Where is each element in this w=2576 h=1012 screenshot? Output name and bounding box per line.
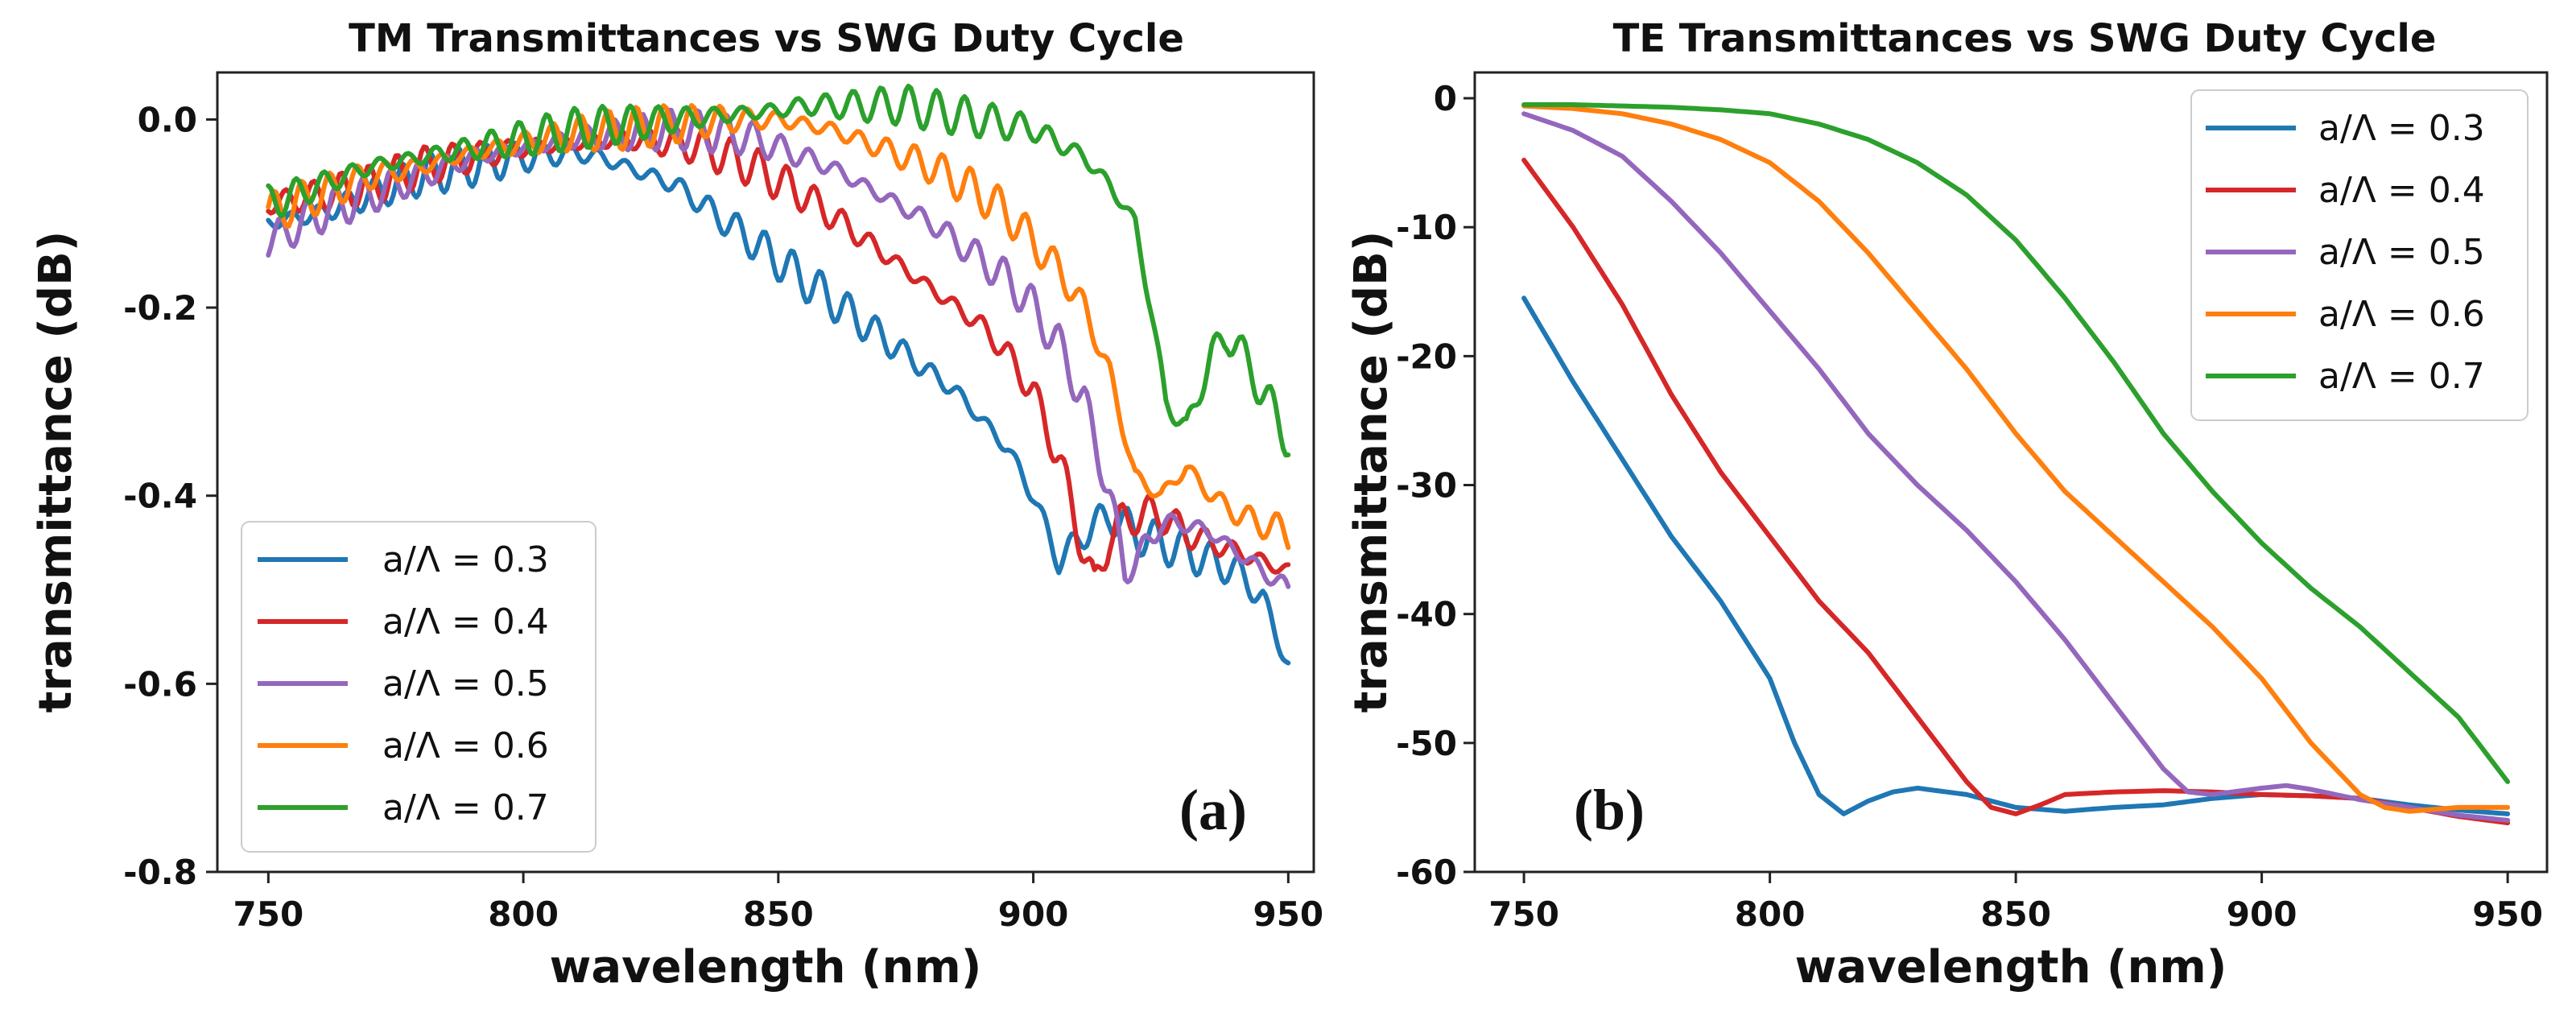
x-tick-label: 850 [1980,894,2051,934]
series-group [1521,102,2511,826]
x-tick-label: 750 [1488,894,1559,934]
x-tick-label: 900 [998,894,1069,934]
series-group [266,83,1291,666]
x-axis-label: wavelength (nm) [1795,941,2227,993]
series-line [266,83,1291,458]
chart-te: TE Transmittances vs SWG Duty Cycle 750 … [1345,16,2549,993]
y-tick-label: -10 [1396,208,1457,247]
y-tick-label: -20 [1396,337,1457,376]
legend-label: a/Λ = 0.4 [2318,170,2485,211]
y-tick-label: 0 [1434,79,1457,118]
y-tick-label: -0.6 [123,664,197,704]
chart-title: TE Transmittances vs SWG Duty Cycle [1613,16,2437,61]
y-axis-label: transmittance (dB) [1345,231,1397,713]
y-tick-labels: 0.0 -0.2 -0.4 -0.6 -0.8 [123,100,197,892]
y-tick-label: -0.2 [123,288,197,328]
y-tick-label: -50 [1396,724,1457,763]
legend: a/Λ = 0.3 a/Λ = 0.4 a/Λ = 0.5 a/Λ = 0.6 … [2190,89,2529,421]
legend-label: a/Λ = 0.4 [382,601,549,642]
y-tick-label: 0.0 [138,100,197,139]
tick-marks [1463,97,2509,883]
legend-label: a/Λ = 0.6 [382,725,549,766]
y-tick-label: -0.8 [123,853,197,892]
y-axis-label: transmittance (dB) [30,231,82,713]
x-tick-labels: 750 800 850 900 950 [1488,894,2543,934]
panel-label: (b) [1574,778,1645,842]
x-tick-label: 950 [1253,894,1323,934]
legend-label: a/Λ = 0.3 [2318,108,2485,149]
x-tick-label: 850 [743,894,814,934]
legend-label: a/Λ = 0.5 [2318,232,2485,273]
y-tick-label: -30 [1396,466,1457,506]
x-axis-label: wavelength (nm) [550,941,982,993]
y-tick-labels: 0 -10 -20 -30 -40 -50 -60 [1396,79,1457,892]
chart-tm: TM Transmittances vs SWG Duty Cycle 750 … [30,16,1323,993]
legend-label: a/Λ = 0.7 [382,787,549,828]
series-line [1521,103,2511,814]
tick-marks [206,118,1290,883]
series-line [1521,111,2511,823]
y-tick-label: -0.4 [123,477,197,516]
x-tick-label: 900 [2227,894,2297,934]
series-line [266,107,1291,589]
x-tick-label: 950 [2472,894,2543,934]
legend-label: a/Λ = 0.5 [382,663,549,704]
legend-label: a/Λ = 0.7 [2318,356,2485,397]
plot-area [216,71,1315,874]
chart-title: TM Transmittances vs SWG Duty Cycle [349,16,1184,61]
x-tick-labels: 750 800 850 900 950 [233,894,1324,934]
legend-label: a/Λ = 0.6 [2318,294,2485,335]
legend-label: a/Λ = 0.3 [382,539,549,580]
x-tick-label: 800 [488,894,559,934]
y-tick-label: -60 [1396,853,1457,892]
legend-frame [241,521,597,853]
y-tick-label: -40 [1396,595,1457,634]
x-tick-label: 800 [1735,894,1806,934]
series-line [1521,102,2511,784]
legend: a/Λ = 0.3 a/Λ = 0.4 a/Λ = 0.5 a/Λ = 0.6 … [241,521,597,853]
plot-area [1473,71,2549,874]
x-tick-label: 750 [233,894,304,934]
panel-label: (a) [1179,778,1247,842]
legend-frame [2190,89,2529,421]
